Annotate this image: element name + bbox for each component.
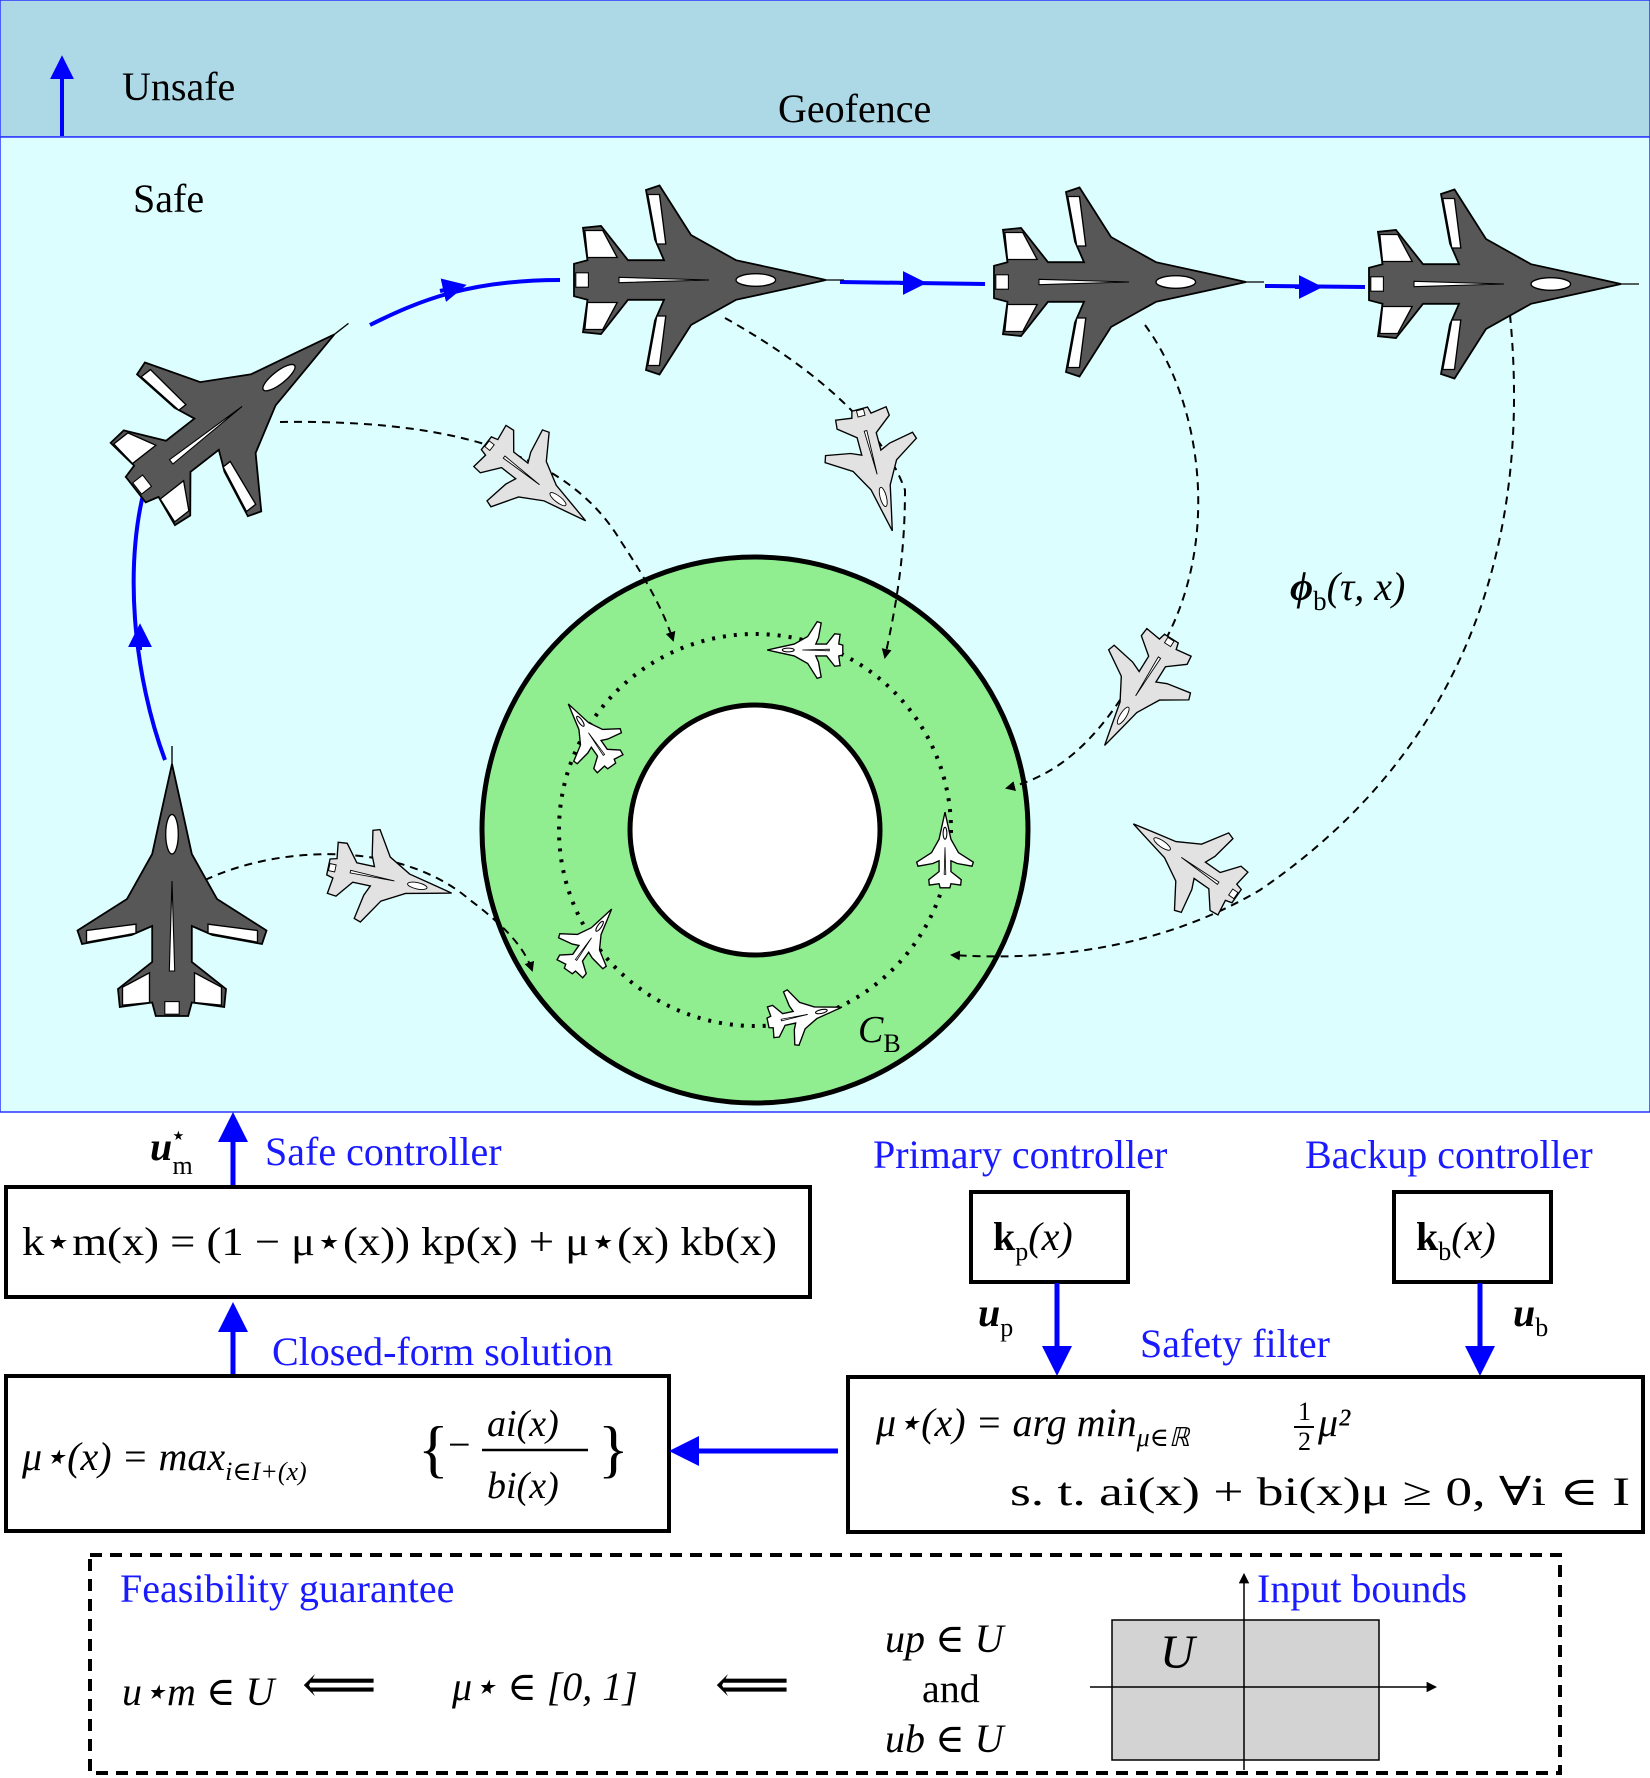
- backup-flow-label: ϕb(τ, x): [1290, 564, 1405, 616]
- safety-filter-constraint: s. t. ai(x) + bi(x)μ ≥ 0, ∀i ∈ I: [1010, 1469, 1630, 1514]
- unsafe-label: Unsafe: [122, 64, 235, 109]
- feasibility-result: u⋆m ∈ U: [122, 1669, 278, 1714]
- trajectory-segment: [131, 469, 167, 761]
- u-b-label: ub: [1513, 1290, 1548, 1342]
- half-numerator: 1: [1298, 1397, 1311, 1426]
- input-set-label: U: [1160, 1626, 1198, 1679]
- safety-filter-objective: μ⋆(x) = arg minμ∈ℝ: [875, 1400, 1191, 1452]
- brace-close: }: [598, 1413, 629, 1484]
- condition-and: and: [922, 1666, 980, 1711]
- safety-filter-box: [846, 1375, 1645, 1534]
- closed-form-box: [4, 1374, 671, 1533]
- closed-form-lhs: μ⋆(x) = maxi∈I+(x): [21, 1434, 307, 1486]
- safe-controller-title: Safe controller: [265, 1129, 502, 1174]
- backup-orbit: [557, 632, 953, 1028]
- backup-trajectory: [724, 317, 907, 659]
- objective-term: μ²: [1317, 1400, 1351, 1445]
- safe-controller-box: [4, 1185, 812, 1299]
- safety-filter-title: Safety filter: [1140, 1321, 1330, 1366]
- feasibility-title: Feasibility guarantee: [120, 1566, 454, 1611]
- input-set-region: [1111, 1619, 1380, 1761]
- primary-controller-box: [969, 1190, 1130, 1284]
- backup-trajectory: [204, 853, 535, 972]
- condition-backup: ub ∈ U: [885, 1716, 1007, 1761]
- u-p-label: up: [978, 1290, 1013, 1342]
- backup-set: [479, 554, 1031, 1106]
- half-denominator: 2: [1298, 1427, 1311, 1456]
- unsafe-region: [0, 0, 1650, 138]
- safe-label: Safe: [133, 176, 204, 221]
- backup-controller-box: [1392, 1190, 1553, 1284]
- primary-controller-title: Primary controller: [873, 1132, 1167, 1177]
- safe-controller-formula: k⋆m(x) = (1 − μ⋆(x)) kp(x) + μ⋆(x) kb(x): [22, 1219, 777, 1264]
- closed-form-title: Closed-form solution: [272, 1329, 613, 1374]
- implies-arrow: ⟸: [302, 1657, 377, 1714]
- closed-form-numerator: ai(x): [487, 1403, 559, 1445]
- brace-open: {: [418, 1413, 449, 1484]
- primary-controller-formula: kp(x): [993, 1214, 1073, 1266]
- backup-controller-title: Backup controller: [1305, 1132, 1593, 1177]
- backup-set-label: CB: [858, 1009, 901, 1058]
- geofence-label: Geofence: [778, 86, 931, 131]
- u-m-label: u⋆ m: [150, 1121, 193, 1180]
- condition-primary: up ∈ U: [885, 1616, 1007, 1661]
- input-bounds-title: Input bounds: [1257, 1566, 1467, 1611]
- backup-trajectory: [950, 314, 1515, 961]
- trajectory-arrow: [439, 278, 467, 302]
- implies-arrow: ⟸: [715, 1657, 790, 1714]
- feasibility-box: [88, 1553, 1562, 1775]
- backup-controller-formula: kb(x): [1416, 1214, 1496, 1266]
- minus-sign: −: [448, 1422, 471, 1467]
- backup-trajectory: [279, 420, 676, 642]
- closed-form-denominator: bi(x): [487, 1465, 559, 1507]
- mu-range: μ⋆ ∈ [0, 1]: [451, 1664, 638, 1709]
